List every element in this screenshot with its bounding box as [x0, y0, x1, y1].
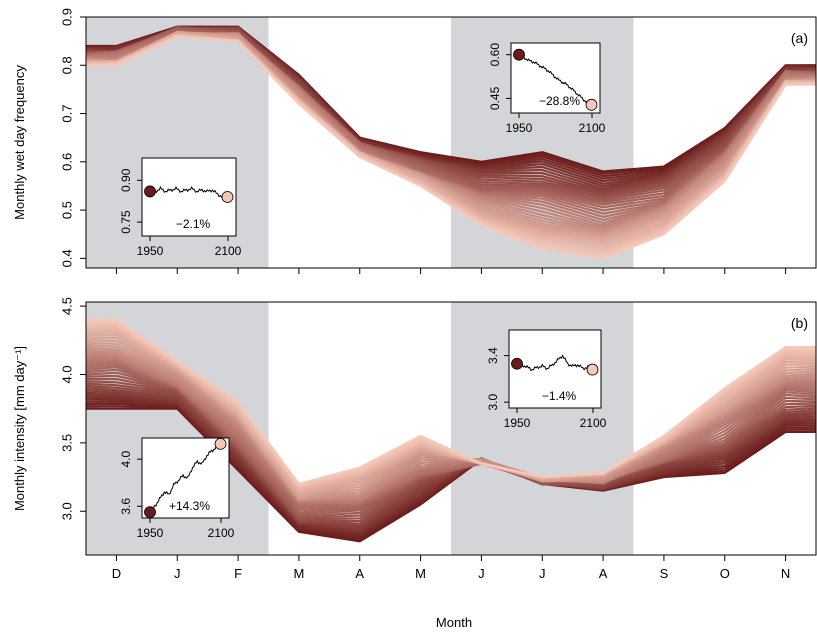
- x-tick-label: J: [174, 566, 181, 581]
- inset-series-line: [149, 186, 228, 200]
- inset-y-tick-label: 4.0: [119, 451, 133, 468]
- y-tick-label: 4.5: [59, 297, 74, 315]
- x-tick-label: F: [234, 566, 242, 581]
- inset-djf: +14.3% 3.6 4.0 1950 2100: [119, 437, 235, 540]
- inset-frame: [141, 437, 230, 519]
- inset-jja: −1.4% 3.0 3.4 1950 2100: [486, 329, 607, 430]
- inset-frame: [508, 329, 602, 409]
- y-tick-label: 0.7: [59, 104, 74, 122]
- inset-start-point: [513, 48, 525, 61]
- x-tick-label: M: [415, 566, 426, 581]
- inset-start-point: [144, 185, 156, 198]
- inset-change-label: +14.3%: [169, 499, 210, 513]
- y-tick-label: 3.0: [59, 502, 74, 520]
- inset-series-line: [516, 354, 593, 372]
- inset-jja: −28.8% 0.45 0.60 1950 2100: [488, 42, 606, 135]
- ensemble-series-line: [85, 35, 817, 260]
- inset-djf: −2.1% 0.75 0.90 1950 2100: [119, 157, 242, 258]
- y-tick-label: 3.5: [59, 434, 74, 452]
- inset-change-label: −1.4%: [542, 389, 577, 403]
- inset-end-point: [585, 98, 598, 111]
- inset-start-point: [144, 506, 156, 519]
- ensemble-series-line: [85, 357, 817, 504]
- inset-x-tick-label: 1950: [506, 121, 533, 135]
- inset-y-tick-label: 0.90: [119, 168, 133, 192]
- inset-y-tick-label: 0.75: [119, 210, 133, 234]
- y-tick-label: 0.9: [59, 8, 74, 26]
- ensemble-series-line: [85, 358, 817, 505]
- inset-x-tick-label: 2100: [215, 244, 242, 258]
- inset-start-point: [511, 357, 523, 370]
- panel-a: 0.4 0.5 0.6 0.7 0.8 0.9 Monthly wet day freque…: [12, 8, 817, 274]
- x-tick-label: J: [478, 566, 485, 581]
- x-tick-label: D: [112, 566, 121, 581]
- inset-series-line: [149, 443, 221, 513]
- x-tick-label: N: [781, 566, 790, 581]
- ensemble-series-line: [85, 318, 817, 485]
- inset-end-point: [221, 191, 234, 203]
- ensemble-series-line: [85, 352, 817, 502]
- panel-frame: [85, 16, 817, 269]
- inset-y-tick-label: 3.0: [486, 394, 500, 411]
- y-tick-label: 0.4: [59, 249, 74, 267]
- y-tick-label: 0.5: [59, 201, 74, 219]
- inset-y-tick-label: 3.4: [486, 347, 500, 364]
- inset-x-tick-label: 1950: [504, 416, 531, 430]
- inset-x-tick-label: 2100: [208, 526, 235, 540]
- ensemble-series-line: [85, 355, 817, 503]
- x-tick-label: A: [355, 566, 364, 581]
- inset-y-tick-label: 0.60: [488, 43, 502, 67]
- panel-b: 3.0 3.5 4.0 4.5 D J F M A M J J A S O N Monthly intensit…: [12, 297, 817, 581]
- x-tick-label: M: [293, 566, 304, 581]
- inset-y-tick-label: 3.6: [119, 498, 133, 515]
- inset-x-tick-label: 1950: [137, 526, 164, 540]
- inset-x-tick-label: 2100: [579, 121, 606, 135]
- y-axis-label: Monthly intensity [mm day⁻¹]: [12, 346, 27, 511]
- y-axis-label: Monthly wet day frequency: [12, 65, 27, 220]
- panel-label: (a): [791, 30, 808, 46]
- inset-frame: [141, 157, 237, 237]
- x-tick-label: O: [720, 566, 730, 581]
- inset-change-label: −28.8%: [539, 94, 580, 108]
- y-tick-label: 0.8: [59, 56, 74, 74]
- x-tick-label: S: [660, 566, 669, 581]
- inset-change-label: −2.1%: [176, 217, 211, 231]
- inset-y-tick-label: 0.45: [488, 86, 502, 110]
- inset-x-tick-label: 1950: [137, 244, 164, 258]
- inset-end-point: [214, 437, 227, 450]
- panel-frame: [85, 301, 817, 556]
- inset-x-tick-label: 2100: [580, 416, 607, 430]
- x-axis-label: Month: [436, 615, 472, 630]
- x-tick-label: J: [539, 566, 546, 581]
- y-tick-label: 0.6: [59, 153, 74, 171]
- inset-end-point: [586, 363, 599, 376]
- x-tick-label: A: [599, 566, 608, 581]
- panel-label: (b): [791, 315, 808, 331]
- inset-series-line: [518, 53, 592, 107]
- y-tick-label: 4.0: [59, 365, 74, 383]
